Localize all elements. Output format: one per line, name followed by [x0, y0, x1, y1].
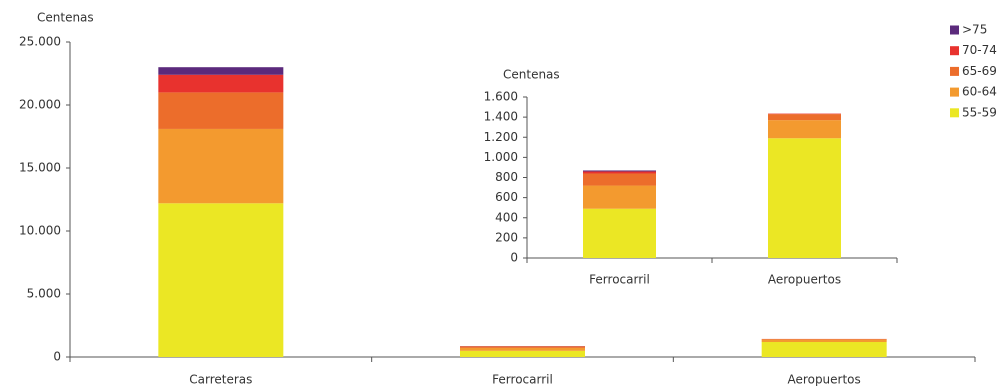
y-tick-label: 200 [495, 230, 518, 244]
y-tick-label: 25.000 [19, 35, 61, 49]
bar-segment [460, 346, 585, 348]
y-tick-label: 400 [495, 210, 518, 224]
y-tick-label: 15.000 [19, 161, 61, 175]
bar-segment [158, 67, 284, 75]
bar-segment [460, 350, 585, 357]
bar-segment [583, 208, 656, 258]
x-tick-label: Ferrocarril [589, 273, 650, 287]
y-axis-label: Centenas [37, 11, 94, 25]
bar-segment [768, 138, 841, 258]
legend-swatch [950, 25, 959, 35]
legend-swatch [950, 66, 959, 76]
bar-segment [761, 339, 887, 343]
x-tick-label: Carreteras [189, 373, 252, 387]
bar-segment [583, 185, 656, 209]
bar-segment [158, 92, 284, 129]
legend-swatch [950, 108, 959, 118]
bar-segment [583, 171, 656, 174]
bar-segment [761, 338, 887, 340]
y-tick-label: 1.400 [484, 110, 518, 124]
y-tick-label: 10.000 [19, 224, 61, 238]
bar-segment [761, 342, 887, 357]
bar-segment [158, 128, 284, 204]
bar-segment [583, 173, 656, 186]
y-tick-label: 600 [495, 190, 518, 204]
bar-segment [768, 113, 841, 115]
bar-segment [460, 347, 585, 351]
x-tick-label: Aeropuertos [768, 273, 841, 287]
y-tick-label: 5.000 [27, 287, 61, 301]
y-tick-label: 0 [53, 350, 61, 364]
bar-segment [158, 74, 284, 93]
bar-segment [768, 114, 841, 121]
legend-label: 70-74 [962, 43, 997, 57]
legend-swatch [950, 87, 959, 97]
y-tick-label: 800 [495, 170, 518, 184]
y-tick-label: 1.000 [484, 150, 518, 164]
y-axis-label: Centenas [503, 68, 560, 82]
legend-label: 55-59 [962, 105, 997, 119]
legend-label: >75 [962, 23, 987, 37]
x-tick-label: Aeropuertos [788, 373, 861, 387]
legend-swatch [950, 46, 959, 56]
legend-label: 65-69 [962, 64, 997, 78]
bar-segment [768, 120, 841, 139]
bar-segment [158, 203, 284, 357]
x-tick-label: Ferrocarril [492, 373, 553, 387]
y-tick-label: 20.000 [19, 98, 61, 112]
legend-label: 60-64 [962, 85, 997, 99]
y-tick-label: 0 [510, 251, 518, 265]
y-tick-label: 1.600 [484, 90, 518, 104]
bar-segment [583, 170, 656, 172]
y-tick-label: 1.200 [484, 130, 518, 144]
